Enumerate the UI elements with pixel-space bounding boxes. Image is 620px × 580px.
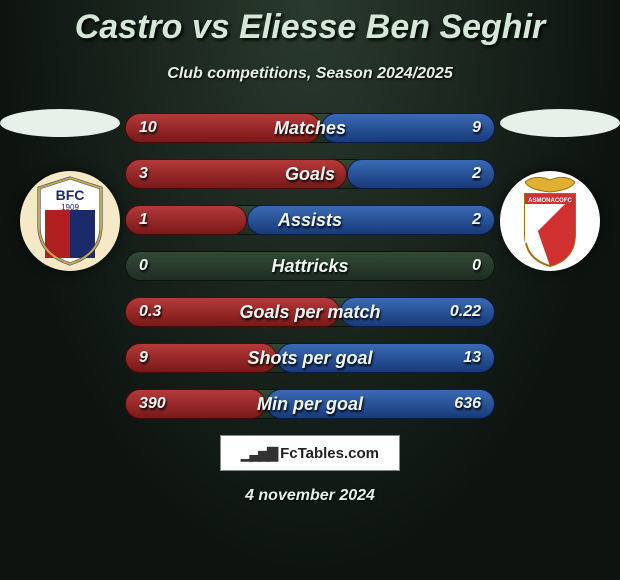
comparison-title: Castro vs Eliesse Ben Seghir <box>0 0 620 47</box>
svg-text:ASMONACOFC: ASMONACOFC <box>528 198 572 204</box>
stat-label: Goals per match <box>125 302 495 323</box>
comparison-chart: BFC 1909 ASMONACOFC 109Matches 32Goals 12A… <box>0 113 620 419</box>
left-club-badge: BFC 1909 <box>20 171 120 271</box>
monaco-crest-icon: ASMONACOFC <box>515 174 585 269</box>
left-club-ellipse <box>0 109 120 137</box>
bars-icon: ▁▃▅▇ <box>241 445 276 462</box>
stat-row: 0.30.22Goals per match <box>125 297 495 327</box>
season-subtitle: Club competitions, Season 2024/2025 <box>0 65 620 83</box>
stat-label: Hattricks <box>125 256 495 277</box>
stat-label: Min per goal <box>125 394 495 415</box>
watermark-text: FcTables.com <box>280 445 379 462</box>
stat-row: 913Shots per goal <box>125 343 495 373</box>
stat-row: 390636Min per goal <box>125 389 495 419</box>
svg-text:1909: 1909 <box>61 203 79 212</box>
right-club-ellipse <box>500 109 620 137</box>
stat-row: 12Assists <box>125 205 495 235</box>
stat-label: Shots per goal <box>125 348 495 369</box>
stat-row: 32Goals <box>125 159 495 189</box>
right-club-badge: ASMONACOFC <box>500 171 600 271</box>
comparison-date: 4 november 2024 <box>0 487 620 505</box>
fctables-watermark: ▁▃▅▇ FcTables.com <box>220 435 400 471</box>
stat-label: Matches <box>125 118 495 139</box>
bologna-crest-icon: BFC 1909 <box>35 176 105 266</box>
stat-label: Assists <box>125 210 495 231</box>
stat-bars-container: 109Matches 32Goals 12Assists 00Hattricks 0.3… <box>125 113 495 419</box>
svg-text:BFC: BFC <box>56 187 85 203</box>
stat-row: 00Hattricks <box>125 251 495 281</box>
stat-label: Goals <box>125 164 495 185</box>
stat-row: 109Matches <box>125 113 495 143</box>
